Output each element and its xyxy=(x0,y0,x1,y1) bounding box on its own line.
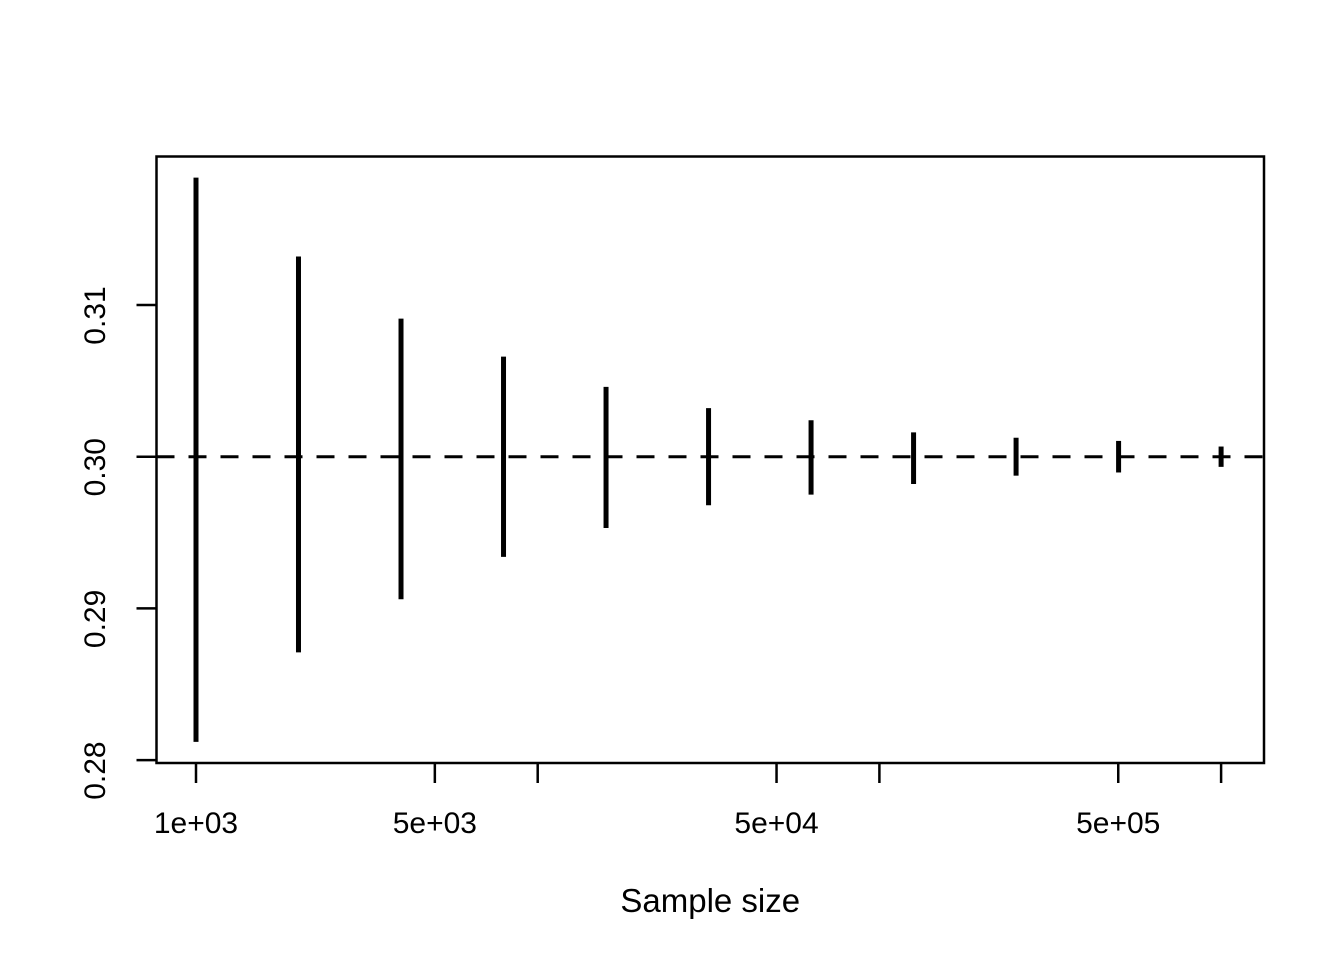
x-tick-label: 1e+03 xyxy=(154,807,238,840)
x-tick-label: 5e+05 xyxy=(1076,807,1160,840)
plot-box xyxy=(155,155,1266,765)
x-tick-label: 5e+03 xyxy=(393,807,477,840)
x-axis-title: Sample size xyxy=(620,882,800,919)
y-tick-label: 0.28 xyxy=(79,741,112,799)
y-tick-label: 0.30 xyxy=(79,438,112,496)
x-tick-label: 5e+04 xyxy=(734,807,818,840)
y-tick-label: 0.29 xyxy=(79,590,112,648)
y-tick-label: 0.31 xyxy=(79,286,112,344)
